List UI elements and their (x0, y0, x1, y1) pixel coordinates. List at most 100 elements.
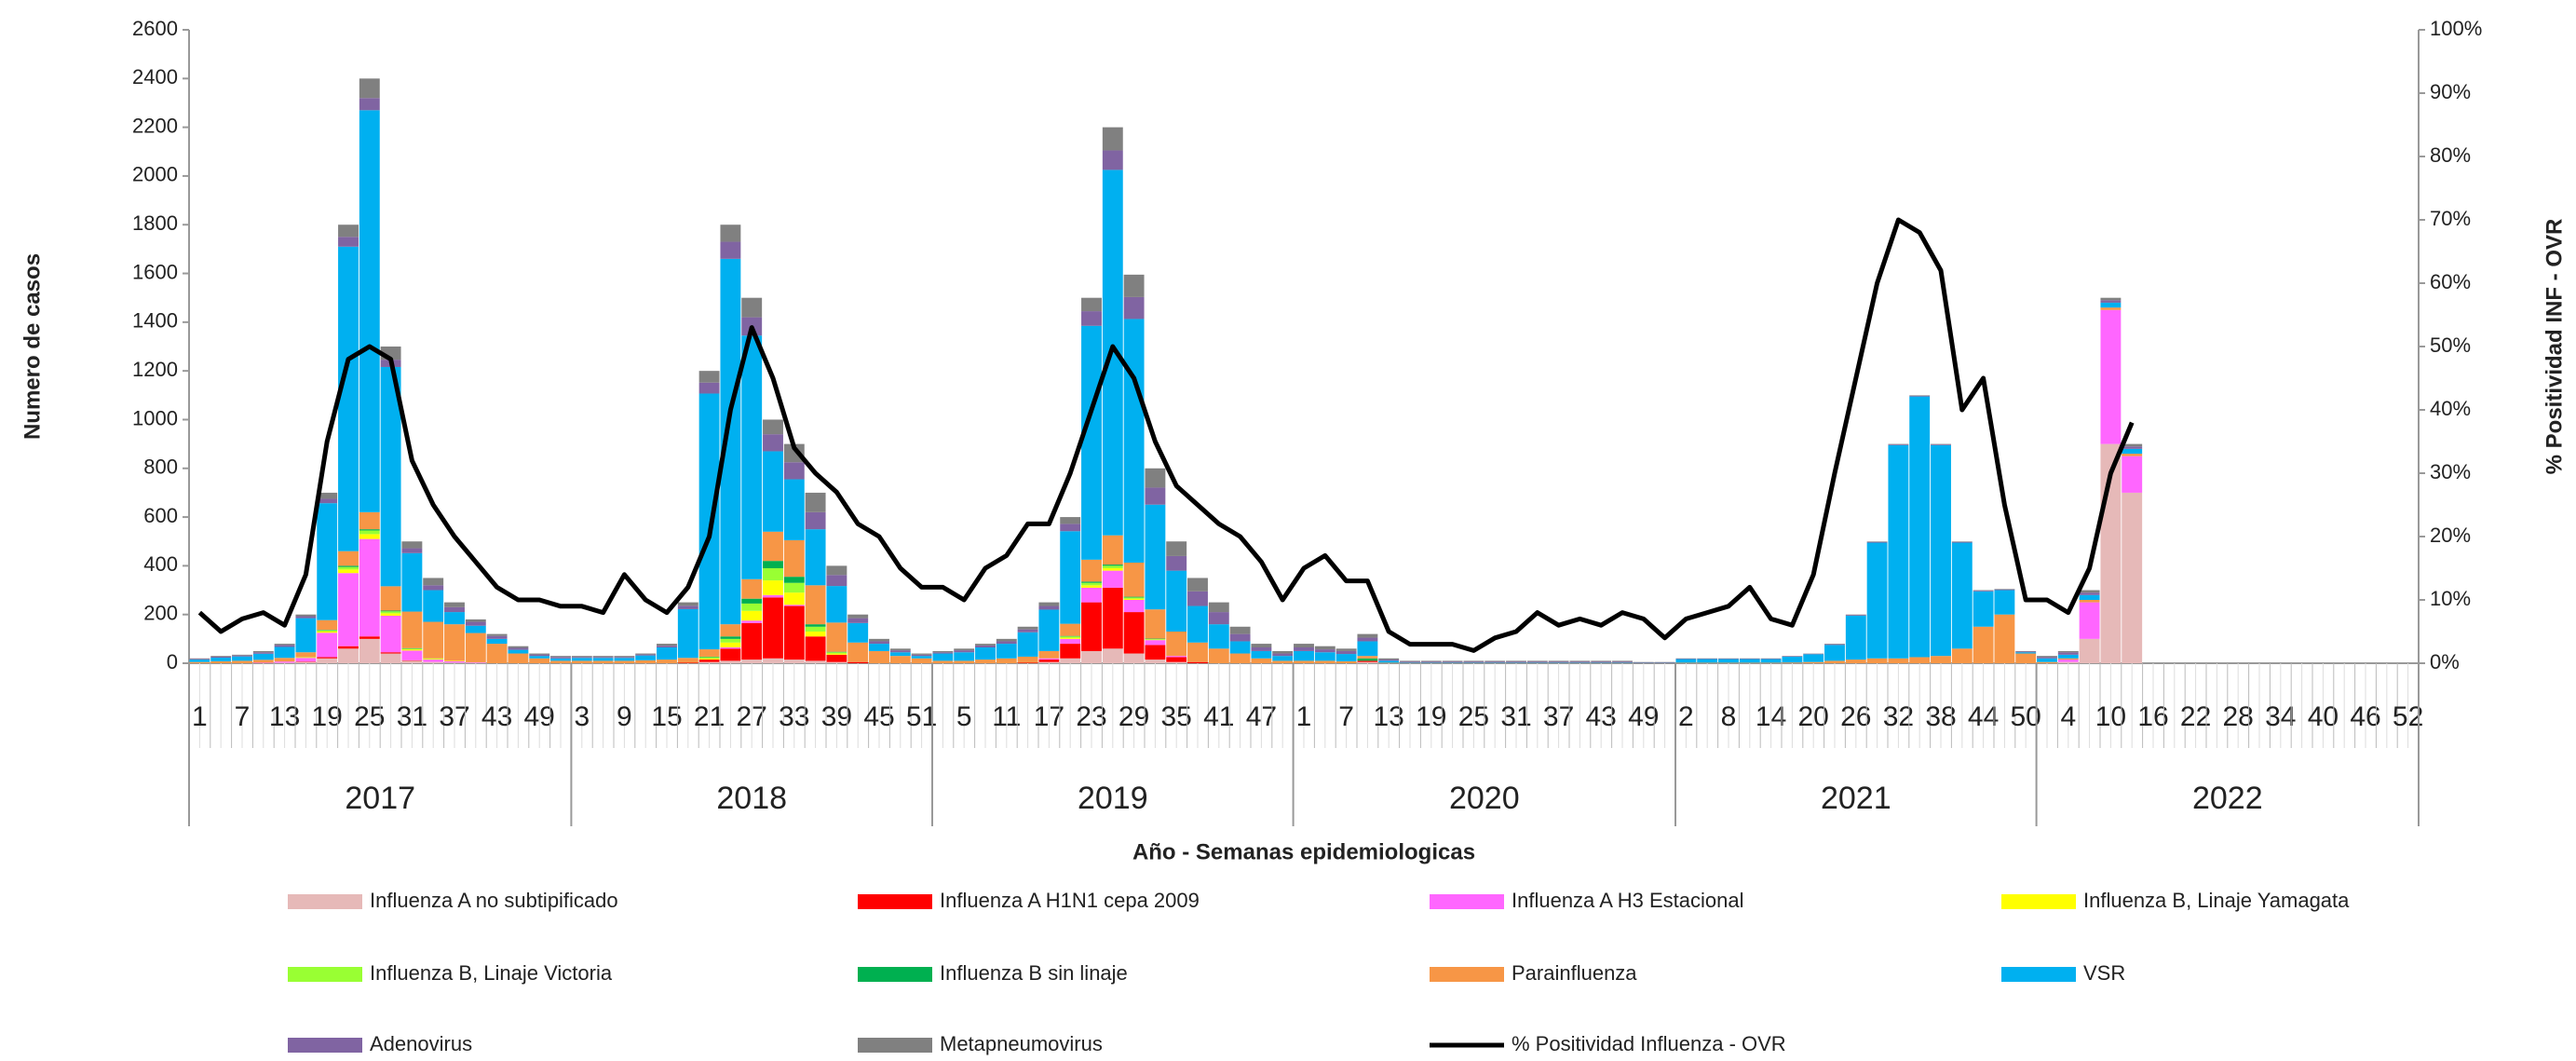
bar-segment (1675, 659, 1697, 660)
bar-segment (698, 649, 720, 657)
bar-segment (359, 538, 380, 637)
bar-segment (486, 633, 508, 636)
bar-segment (698, 393, 720, 650)
bar-segment (1208, 602, 1229, 613)
bar-segment (720, 642, 741, 647)
bar-segment (1145, 639, 1166, 640)
bar-segment (1824, 644, 1845, 645)
legend-label: Parainfluenza (1512, 961, 1637, 985)
bar-segment (720, 636, 741, 639)
bar-segment (1314, 660, 1335, 663)
y2-axis-title: % Positividad INF - OVR (2542, 219, 2567, 475)
bar-segment (1697, 659, 1718, 660)
y-tick-label: 600 (143, 504, 178, 527)
bar-segment (1251, 658, 1272, 663)
bar-segment (889, 656, 911, 663)
bar-segment (380, 366, 401, 587)
bar-segment (826, 654, 847, 662)
x-tick-label: 3 (574, 701, 590, 732)
bar-segment (1357, 658, 1378, 661)
bar-segment (423, 659, 444, 660)
bar-segment (232, 654, 252, 656)
bar-segment (763, 597, 783, 659)
bar-segment (826, 622, 847, 652)
bar-segment (1123, 597, 1145, 599)
bar-segment (2122, 456, 2143, 493)
bar-segment (805, 624, 826, 627)
bar-segment (2079, 594, 2100, 600)
bar-segment (1442, 660, 1463, 662)
bar-segment (1166, 656, 1187, 658)
bar-segment (2122, 446, 2143, 449)
bar-segment (2037, 658, 2057, 662)
bar-segment (2079, 592, 2100, 595)
bar-segment (1888, 444, 1909, 659)
bar-segment (423, 585, 444, 591)
bar-segment (847, 622, 869, 643)
bar-segment (401, 660, 423, 661)
bar-segment (317, 630, 338, 632)
bar-segment (401, 660, 423, 663)
bar-segment (783, 479, 805, 540)
bar-segment (550, 656, 571, 658)
bar-segment (317, 633, 338, 658)
bar-segment (635, 660, 657, 663)
bar-segment (869, 638, 889, 642)
bar-segment (698, 371, 720, 383)
bar-segment (1272, 660, 1294, 663)
bar-segment (1994, 589, 2015, 590)
x-tick-label: 11 (992, 701, 1021, 732)
bar-segment (1017, 632, 1038, 657)
bar-segment (1060, 531, 1081, 624)
y-tick-label: 400 (143, 552, 178, 576)
legend-swatch (2001, 967, 2076, 982)
y2-tick-label: 50% (2430, 333, 2471, 357)
bar-segment (486, 635, 508, 639)
bar-segment (508, 647, 529, 650)
bar-segment (1526, 660, 1548, 662)
bar-segment (1612, 660, 1633, 662)
bar-segment (508, 653, 529, 663)
bar-segment (189, 658, 210, 660)
bar-segment (1038, 660, 1060, 662)
bar-segment (252, 652, 274, 654)
bar-segment (508, 649, 529, 654)
bar-segment (1335, 660, 1357, 663)
bar-segment (444, 660, 465, 663)
bar-segment (1017, 662, 1038, 663)
bar-segment (614, 656, 635, 658)
bar-segment (1060, 637, 1081, 639)
bar-segment (720, 638, 741, 643)
bar-segment (1760, 659, 1782, 660)
y2-tick-label: 30% (2430, 460, 2471, 483)
bar-segment (614, 660, 635, 663)
bar-segment (1931, 656, 1951, 663)
bar-segment (444, 606, 465, 613)
bar-segment (423, 621, 444, 659)
bar-segment (2057, 661, 2079, 663)
bar-segment (2057, 650, 2079, 653)
bar-segment (210, 656, 232, 657)
bar-segment (274, 645, 295, 647)
bar-segment (338, 224, 359, 238)
bar-segment (1845, 614, 1866, 616)
bar-segment (763, 531, 783, 562)
bar-segment (1208, 612, 1229, 625)
bar-segment (1718, 659, 1739, 660)
bar-segment (720, 258, 741, 625)
bar-segment (423, 660, 444, 662)
bar-segment (359, 530, 380, 535)
bar-segment (1187, 578, 1208, 592)
bar-segment (1697, 659, 1718, 663)
bar-segment (1335, 648, 1357, 651)
bar-segment (1697, 662, 1718, 663)
bar-segment (783, 660, 805, 663)
bar-segment (338, 565, 359, 567)
bar-segment (1187, 661, 1208, 663)
bar-segment (359, 638, 380, 663)
bar-segment (1378, 658, 1400, 660)
bar-segment (1378, 660, 1400, 663)
bar-segment (741, 610, 763, 621)
bar-segment (1463, 661, 1485, 663)
